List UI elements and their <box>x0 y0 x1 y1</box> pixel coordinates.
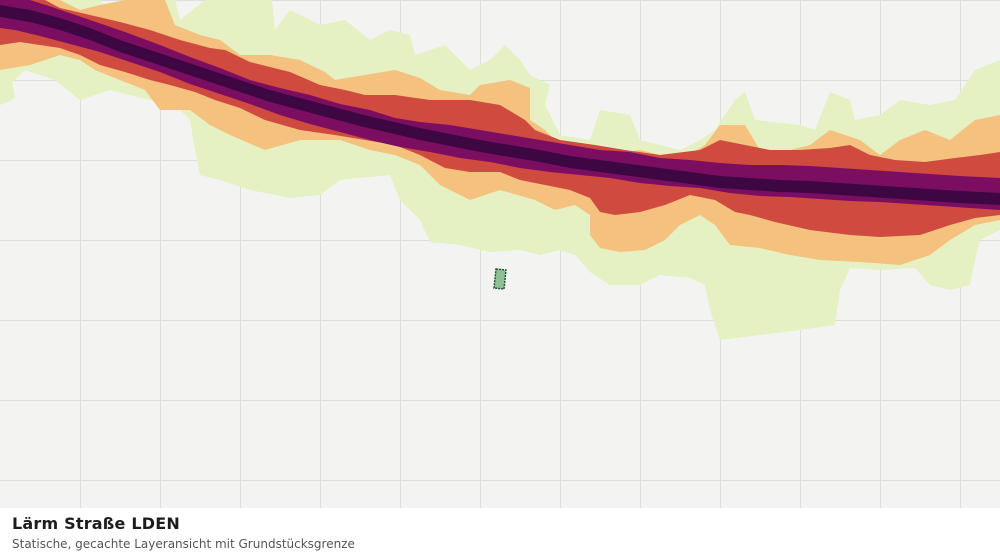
map-canvas[interactable] <box>0 0 1000 508</box>
noise-map <box>0 0 1000 508</box>
layer-subtitle: Statische, gecachte Layeransicht mit Gru… <box>12 537 355 551</box>
property-parcel[interactable] <box>493 268 507 290</box>
map-footer: Lärm Straße LDEN Statische, gecachte Lay… <box>0 508 1000 560</box>
layer-title: Lärm Straße LDEN <box>12 514 180 533</box>
